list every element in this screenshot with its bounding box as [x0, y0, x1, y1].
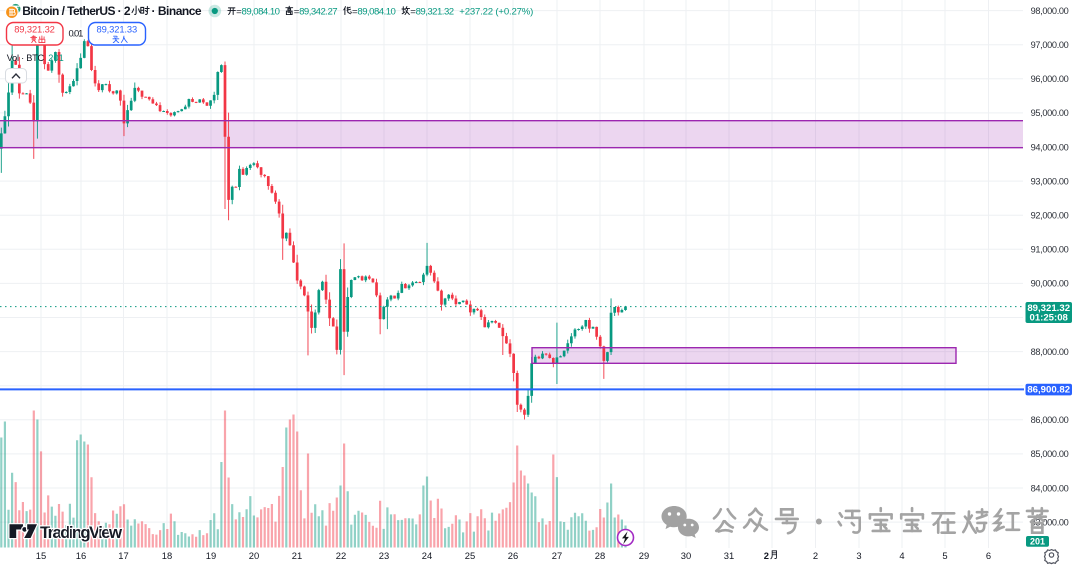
svg-text:17: 17 — [118, 550, 128, 561]
svg-text:89,084.10: 89,084.10 — [357, 6, 396, 17]
svg-text:=: = — [410, 6, 416, 17]
svg-text:24: 24 — [422, 550, 432, 561]
svg-text:25: 25 — [465, 550, 475, 561]
svg-text:19: 19 — [206, 550, 216, 561]
svg-text:· Binance: · Binance — [152, 4, 202, 18]
svg-text:90,000.00: 90,000.00 — [1031, 279, 1069, 289]
svg-text:89,084.10: 89,084.10 — [242, 6, 281, 17]
svg-text:=: = — [236, 6, 242, 17]
svg-text:85,000.00: 85,000.00 — [1031, 449, 1069, 459]
svg-text:01:25:08: 01:25:08 — [1029, 313, 1068, 324]
svg-text:=: = — [352, 6, 358, 17]
svg-text:95,000.00: 95,000.00 — [1031, 108, 1069, 118]
svg-text:97,000.00: 97,000.00 — [1031, 40, 1069, 50]
svg-text:18: 18 — [162, 550, 172, 561]
svg-text:0.01: 0.01 — [69, 28, 84, 39]
svg-text:21: 21 — [292, 550, 302, 561]
svg-text:16: 16 — [76, 550, 86, 561]
svg-text:201: 201 — [1030, 536, 1045, 546]
svg-text:31: 31 — [724, 550, 734, 561]
svg-text:2: 2 — [813, 550, 818, 561]
svg-text:89,321.33: 89,321.33 — [97, 24, 138, 35]
svg-text:23: 23 — [379, 550, 389, 561]
svg-text:20: 20 — [249, 550, 259, 561]
svg-text:89,321.32: 89,321.32 — [1027, 303, 1070, 314]
svg-text:83,000.00: 83,000.00 — [1031, 517, 1069, 527]
svg-text:86,000.00: 86,000.00 — [1031, 415, 1069, 425]
svg-text:94,000.00: 94,000.00 — [1031, 142, 1069, 152]
svg-text:Vol · BTC: Vol · BTC — [7, 53, 45, 63]
svg-text:91,000.00: 91,000.00 — [1031, 245, 1069, 255]
svg-text:89,321.32: 89,321.32 — [416, 6, 455, 17]
svg-text:2: 2 — [764, 550, 769, 561]
svg-text:15: 15 — [36, 550, 46, 561]
svg-text:201: 201 — [48, 53, 64, 63]
svg-text:22: 22 — [336, 550, 346, 561]
svg-text:29: 29 — [639, 550, 649, 561]
svg-text:+237.22 (+0.27%): +237.22 (+0.27%) — [459, 6, 533, 17]
svg-text:84,000.00: 84,000.00 — [1031, 483, 1069, 493]
svg-text:89,321.32: 89,321.32 — [14, 24, 55, 35]
svg-text:92,000.00: 92,000.00 — [1031, 211, 1069, 221]
svg-text:3: 3 — [856, 550, 861, 561]
svg-text:30: 30 — [681, 550, 691, 561]
svg-text:89,342.27: 89,342.27 — [299, 6, 338, 17]
svg-text:93,000.00: 93,000.00 — [1031, 176, 1069, 186]
svg-text:TradingView: TradingView — [40, 523, 123, 542]
svg-text:4: 4 — [899, 550, 904, 561]
svg-text:27: 27 — [552, 550, 562, 561]
svg-text:5: 5 — [942, 550, 947, 561]
svg-text:=: = — [294, 6, 300, 17]
svg-text:28: 28 — [595, 550, 605, 561]
svg-text:86,900.82: 86,900.82 — [1027, 385, 1070, 396]
svg-text:Bitcoin / TetherUS · 2: Bitcoin / TetherUS · 2 — [22, 4, 131, 18]
svg-text:6: 6 — [986, 550, 991, 561]
svg-text:96,000.00: 96,000.00 — [1031, 74, 1069, 84]
svg-text:98,000.00: 98,000.00 — [1031, 6, 1069, 16]
svg-text:88,000.00: 88,000.00 — [1031, 347, 1069, 357]
svg-text:26: 26 — [508, 550, 518, 561]
